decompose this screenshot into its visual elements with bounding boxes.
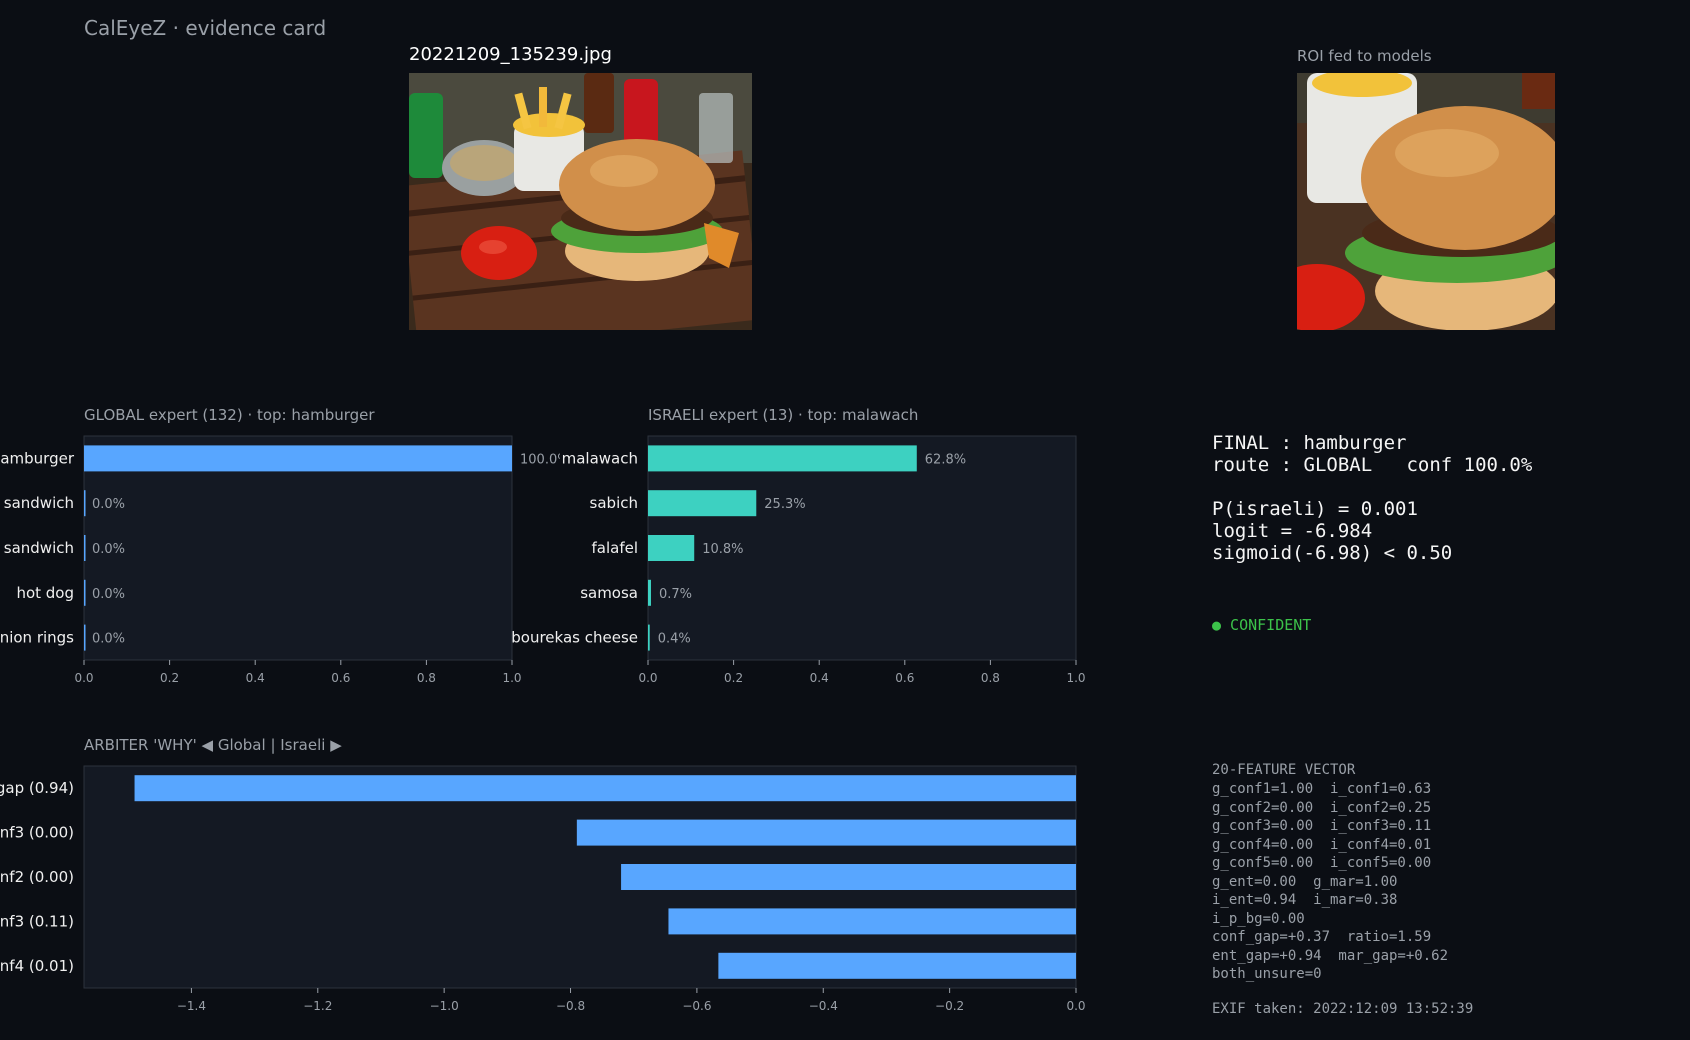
roi-label: ROI fed to models [1297,47,1432,65]
bar [134,775,1076,802]
feature-line: g_conf4=0.00 i_conf4=0.01 [1212,836,1432,853]
sigmoid-line: sigmoid(-6.98) < 0.50 [1212,542,1453,564]
chart-title: ARBITER 'WHY' ◀ Global | Israeli ▶ [84,736,342,754]
x-tick-label: 0.6 [331,671,350,685]
category-label: onf2 (0.00) [0,868,74,886]
category-label: onf4 (0.01) [0,957,74,975]
route-line: route : GLOBAL conf 100.0% [1212,454,1533,476]
value-label: 25.3% [764,497,805,512]
x-tick-label: 0.2 [160,671,179,685]
x-tick-label: 0.4 [246,671,265,685]
feature-line: conf_gap=+0.37 ratio=1.59 [1212,929,1432,945]
feature-line: i_ent=0.94 i_mar=0.38 [1212,892,1398,908]
israeli-expert-chart: ISRAELI expert (13) · top: malawach malaw… [511,406,1085,685]
x-tick-label: −0.4 [809,999,838,1013]
feature-line: g_conf1=1.00 i_conf1=0.63 [1212,781,1432,797]
bar [576,819,1076,846]
x-tick-label: 0.0 [638,671,657,685]
x-tick-label: −1.0 [430,999,459,1013]
confidence-status: ● CONFIDENT [1212,616,1312,634]
bar [84,624,86,651]
bar [648,624,650,651]
p-israeli-line: P(israeli) = 0.001 [1212,498,1418,520]
plot-area [83,435,513,661]
x-tick-label: −0.2 [935,999,964,1013]
value-label: 0.4% [658,632,691,647]
chart-title: ISRAELI expert (13) · top: malawach [648,406,918,424]
bar [668,908,1076,935]
feature-line: g_conf2=0.00 i_conf2=0.25 [1212,799,1432,816]
value-label: 0.0% [92,542,125,557]
bar [648,579,651,606]
final-decision-panel: FINAL : hamburger route : GLOBAL conf 100… [1212,432,1532,564]
category-label: hot dog [16,584,74,602]
bar [84,490,86,517]
category-label: bourekas cheese [511,629,638,647]
arbiter-why-chart: ARBITER 'WHY' ◀ Global | Israeli ▶ gap (0… [0,736,1086,1013]
plot-area [647,435,1077,661]
bar [718,952,1076,979]
x-tick-label: 0.4 [810,671,829,685]
x-tick-label: 0.0 [74,671,93,685]
feature-vector-title: 20-FEATURE VECTOR [1212,762,1356,778]
feature-vector-list: g_conf1=1.00 i_conf1=0.63 g_conf2=0.00 i_… [1212,780,1448,984]
x-tick-label: −1.4 [177,999,206,1013]
roi-photo [1297,73,1555,330]
x-tick-label: 0.8 [417,671,436,685]
bar [648,535,695,561]
value-label: 0.0% [92,587,125,602]
category-label: onf3 (0.00) [0,824,74,842]
value-label: 0.0% [92,632,125,647]
x-tick-label: 0.2 [724,671,743,685]
value-label: 62.8% [925,452,966,467]
app-title: CalEyeZ · evidence card [84,16,327,40]
category-label: sabich [590,494,638,512]
category-label: amburger [0,449,74,467]
category-label: nion rings [0,629,74,647]
bar [84,535,86,561]
feature-line: g_ent=0.00 g_mar=1.00 [1212,873,1398,890]
logit-line: logit = -6.984 [1212,520,1373,542]
value-label: 10.8% [702,542,743,557]
final-line: FINAL : hamburger [1212,432,1407,454]
x-tick-label: −1.2 [303,999,332,1013]
x-tick-label: 1.0 [502,671,521,685]
food-photo [409,73,752,330]
feature-line: both_unsure=0 [1212,966,1322,982]
category-label: malawach [562,449,638,467]
photo-filename: 20221209_135239.jpg [409,44,612,65]
x-tick-label: 1.0 [1066,671,1085,685]
feature-line: g_conf5=0.00 i_conf5=0.00 [1212,855,1432,871]
bar [84,445,512,472]
exif-timestamp: EXIF taken: 2022:12:09 13:52:39 [1212,1001,1474,1017]
category-label: sandwich [4,539,74,557]
category-label: onf3 (0.11) [0,912,74,930]
value-label: 0.7% [659,587,692,602]
value-label: 0.0% [92,497,125,512]
x-tick-label: 0.0 [1066,999,1085,1013]
chart-title: GLOBAL expert (132) · top: hamburger [84,406,375,424]
x-tick-label: −0.8 [556,999,585,1013]
value-label: 100.0% [520,452,560,467]
x-tick-label: −0.6 [682,999,711,1013]
category-label: sandwich [4,494,74,512]
bar [648,445,917,472]
category-label: samosa [580,584,638,602]
category-label: falafel [591,539,638,557]
category-label: gap (0.94) [0,779,74,797]
bar [648,490,757,517]
feature-line: ent_gap=+0.94 mar_gap=+0.62 [1212,947,1449,964]
x-tick-label: 0.8 [981,671,1000,685]
x-tick-label: 0.6 [895,671,914,685]
bar [621,864,1076,890]
feature-line: g_conf3=0.00 i_conf3=0.11 [1212,818,1432,834]
bar [84,579,86,606]
global-expert-chart: GLOBAL expert (132) · top: hamburger ambu… [0,406,560,685]
feature-line: i_p_bg=0.00 [1212,910,1305,927]
